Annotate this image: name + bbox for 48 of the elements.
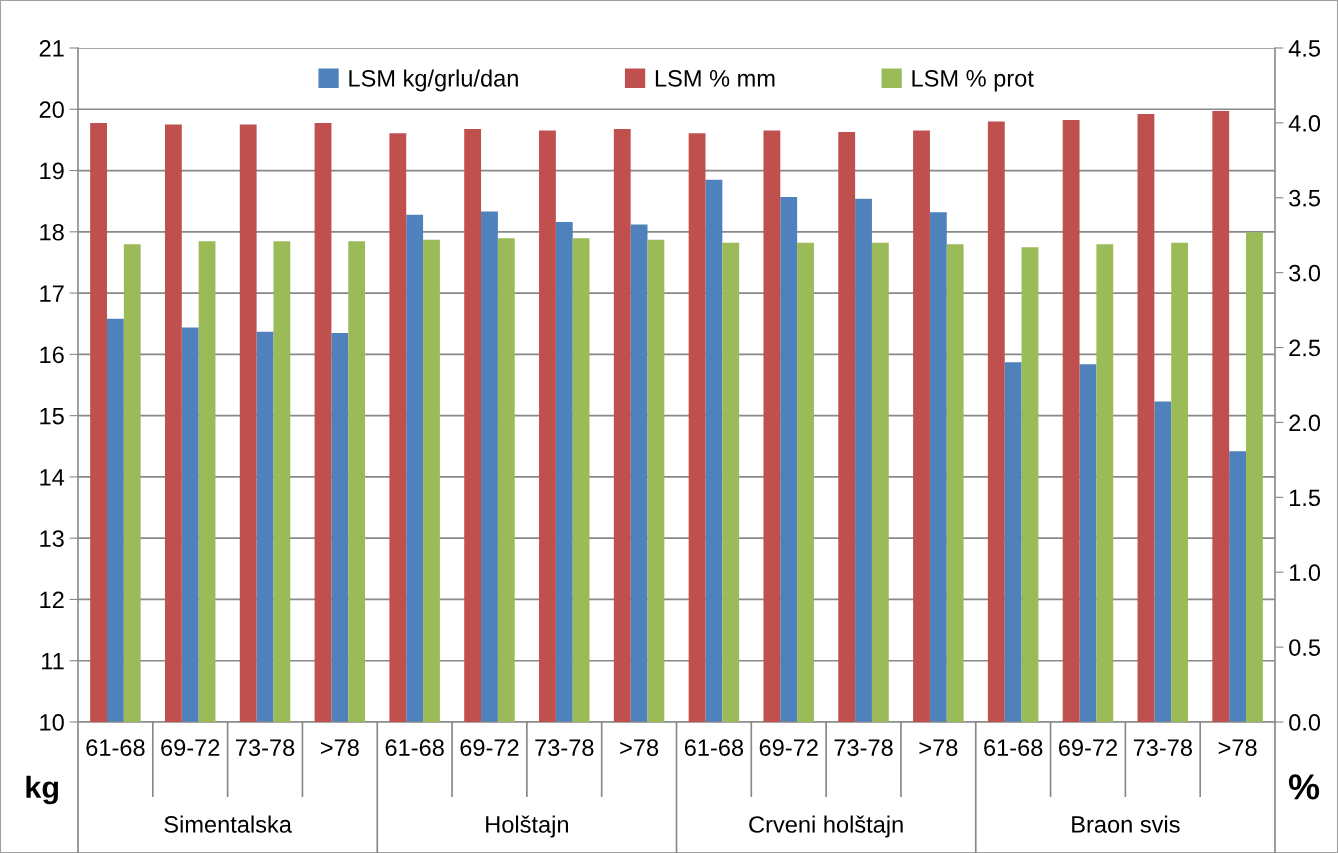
x-tick-label: >78 bbox=[620, 739, 659, 757]
legend-label: LSM % mm bbox=[655, 70, 775, 87]
text: Simentalska bbox=[164, 815, 292, 833]
text: Braon svis bbox=[1072, 815, 1180, 833]
y2-tick-label: 0.0 bbox=[1289, 714, 1321, 731]
y-tick-label: 11 bbox=[42, 653, 64, 670]
y2-tick-label: 3.0 bbox=[1289, 264, 1321, 282]
y2-axis-title: % bbox=[1288, 774, 1320, 800]
x-tick-label: 69-72 bbox=[759, 739, 818, 757]
y-tick-label: 16 bbox=[40, 346, 64, 364]
text: Holštajn bbox=[486, 815, 568, 838]
y-tick-label: 14 bbox=[40, 469, 65, 486]
y2-tick-label: 4.5 bbox=[1288, 40, 1321, 57]
y-tick-label: 12 bbox=[40, 591, 64, 609]
x-tick-label: 73-78 bbox=[535, 739, 594, 757]
x-tick-label: 61-68 bbox=[385, 739, 444, 757]
x-tick-label: >78 bbox=[919, 739, 958, 757]
x-tick-label: 61-68 bbox=[984, 739, 1043, 757]
x-tick-label: >78 bbox=[320, 739, 359, 757]
y-tick-label: 20 bbox=[39, 101, 64, 119]
y-tick-label: 10 bbox=[40, 714, 64, 731]
x-tick-label: 73-78 bbox=[834, 739, 893, 757]
y-tick-label: 17 bbox=[40, 285, 64, 302]
y2-tick-label: 1.5 bbox=[1289, 489, 1321, 507]
y-tick-label: 21 bbox=[39, 40, 64, 57]
y2-tick-label: 2.5 bbox=[1289, 339, 1321, 357]
y-tick-label: 15 bbox=[40, 407, 64, 425]
y2-tick-label: 1.0 bbox=[1289, 564, 1321, 582]
legend-label: LSM % prot bbox=[912, 70, 1034, 92]
x-tick-label: 69-72 bbox=[460, 739, 519, 757]
x-tick-label: 61-68 bbox=[684, 739, 744, 757]
y-axis-title: kg bbox=[26, 775, 58, 805]
x-tick-label: 69-72 bbox=[1058, 739, 1117, 757]
y2-tick-label: 2.0 bbox=[1289, 414, 1321, 432]
y2-tick-label: 0.5 bbox=[1289, 639, 1321, 656]
bar bbox=[1212, 110, 1230, 722]
text: Crveni holštajn bbox=[749, 815, 903, 838]
legend-label: LSM kg/grlu/dan bbox=[349, 69, 518, 92]
y-tick-label: 18 bbox=[40, 223, 64, 241]
y-tick-label: 13 bbox=[40, 530, 64, 547]
y2-tick-label: 4.0 bbox=[1288, 114, 1321, 132]
x-tick-label: 73-78 bbox=[236, 739, 295, 757]
x-tick-label: 61-68 bbox=[86, 739, 145, 757]
y-tick-label: 19 bbox=[40, 162, 64, 180]
x-tick-label: 73-78 bbox=[1133, 739, 1192, 757]
x-tick-label: >78 bbox=[1218, 739, 1257, 757]
x-tick-label: 69-72 bbox=[161, 739, 220, 757]
y2-tick-label: 3.5 bbox=[1289, 189, 1321, 207]
